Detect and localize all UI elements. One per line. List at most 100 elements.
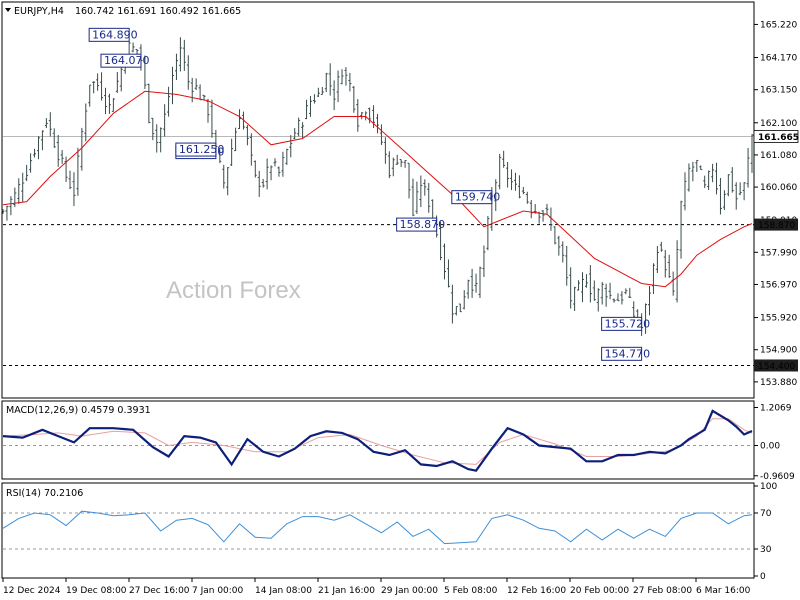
price-bar xyxy=(131,42,135,53)
price-bar xyxy=(36,136,40,160)
annotation-box xyxy=(88,27,130,42)
price-bar xyxy=(285,148,289,165)
price-bar xyxy=(312,94,316,104)
rsi-pane xyxy=(1,482,755,579)
price-bar xyxy=(580,272,584,303)
price-bar xyxy=(644,303,648,334)
price-bar xyxy=(305,99,309,120)
price-bar xyxy=(80,127,84,171)
x-tick-label: 14 Jan 08:00 xyxy=(255,586,312,596)
price-bar xyxy=(612,298,616,303)
price-bar xyxy=(707,170,711,191)
price-bar xyxy=(25,164,29,182)
price-bar xyxy=(450,284,454,324)
price-bar xyxy=(391,157,395,177)
price-bar xyxy=(206,98,210,123)
price-bar xyxy=(33,148,37,158)
y-tick-label: 155.920 xyxy=(760,314,797,324)
price-bar xyxy=(628,287,632,299)
price-bar xyxy=(715,162,719,195)
price-bar xyxy=(147,83,151,124)
price-bar xyxy=(222,164,226,189)
price-bar xyxy=(533,204,537,214)
main-axis-ticks: 165.220 164.170 163.150 162.100 161.080 160.0… xyxy=(754,20,797,388)
price-bar xyxy=(332,80,336,111)
level-tag xyxy=(754,359,798,372)
price-bar xyxy=(5,205,9,221)
price-bar xyxy=(92,81,96,94)
annotation-box xyxy=(601,346,643,361)
y-tick-label: 157.990 xyxy=(760,248,797,258)
price-bar xyxy=(88,84,92,107)
price-bar xyxy=(13,187,17,208)
price-bar xyxy=(474,273,478,293)
annotation-box xyxy=(601,316,643,331)
x-tick-label: 6 Mar 16:00 xyxy=(696,586,751,596)
level-value: 154.400 xyxy=(758,362,795,372)
price-bar xyxy=(143,55,147,89)
price-bar xyxy=(517,175,521,199)
price-bar xyxy=(588,265,592,303)
price-bar xyxy=(675,240,679,303)
macd-pane xyxy=(1,400,755,480)
x-tick-label: 12 Feb 16:00 xyxy=(507,586,566,596)
price-bar xyxy=(663,249,667,278)
price-bar xyxy=(29,153,33,173)
price-bar xyxy=(273,158,277,167)
price-bar xyxy=(399,158,403,168)
y-tick-label: 162.100 xyxy=(760,119,797,129)
dropdown-arrow-icon[interactable] xyxy=(5,8,11,12)
price-bar xyxy=(659,241,663,252)
price-bar xyxy=(577,280,581,291)
price-bar xyxy=(238,109,242,129)
price-bar xyxy=(423,179,427,196)
price-bar xyxy=(730,167,734,193)
level-tag xyxy=(754,218,798,231)
price-bar xyxy=(277,166,281,177)
price-bar xyxy=(293,128,297,140)
symbol-label: EURJPY,H4 xyxy=(14,6,64,17)
moving-average-line xyxy=(2,90,753,288)
rsi-y-tick-label: 100 xyxy=(760,482,777,492)
annotation-value: 154.770 xyxy=(605,347,651,360)
price-bar xyxy=(368,107,372,124)
price-bar xyxy=(718,177,722,215)
price-bar xyxy=(301,122,305,139)
main-pane xyxy=(1,1,755,399)
price-bar xyxy=(383,137,387,164)
level-value: 158.870 xyxy=(758,221,795,231)
annotation-box xyxy=(100,53,142,68)
price-bar xyxy=(376,114,379,134)
price-bar xyxy=(683,172,687,211)
price-bar xyxy=(648,285,652,316)
price-bar xyxy=(521,186,525,195)
price-bar xyxy=(608,282,612,300)
price-bar xyxy=(746,147,750,188)
y-tick-label: 164.170 xyxy=(760,54,797,64)
price-bar xyxy=(738,182,742,196)
price-bar xyxy=(253,160,257,178)
price-bar xyxy=(742,182,746,201)
price-bar xyxy=(167,86,171,117)
price-bar xyxy=(379,124,383,146)
price-bar xyxy=(151,117,155,141)
annotation-box xyxy=(396,217,438,232)
current-price-tag: 161.665 xyxy=(753,130,799,143)
macd-y-tick-label: 0.00 xyxy=(760,442,780,452)
annotation-value: 155.720 xyxy=(605,317,651,330)
annotation-value: 159.740 xyxy=(455,191,501,204)
price-bar xyxy=(604,283,608,307)
annotation-box xyxy=(175,142,217,157)
price-bar xyxy=(56,135,60,167)
price-bar xyxy=(159,127,163,153)
price-bar xyxy=(265,158,269,190)
y-tick-label: 163.150 xyxy=(760,86,797,96)
rsi-axis-ticks: 100 70 30 0 xyxy=(3,482,777,582)
price-annotations: 164.890164.070159.740161.170155.720161.2… xyxy=(88,27,651,361)
price-bar xyxy=(1,209,5,214)
price-bar xyxy=(506,161,510,188)
price-bar xyxy=(336,70,340,103)
current-price-value: 161.665 xyxy=(758,133,799,143)
rsi-y-tick-label: 30 xyxy=(760,545,772,555)
